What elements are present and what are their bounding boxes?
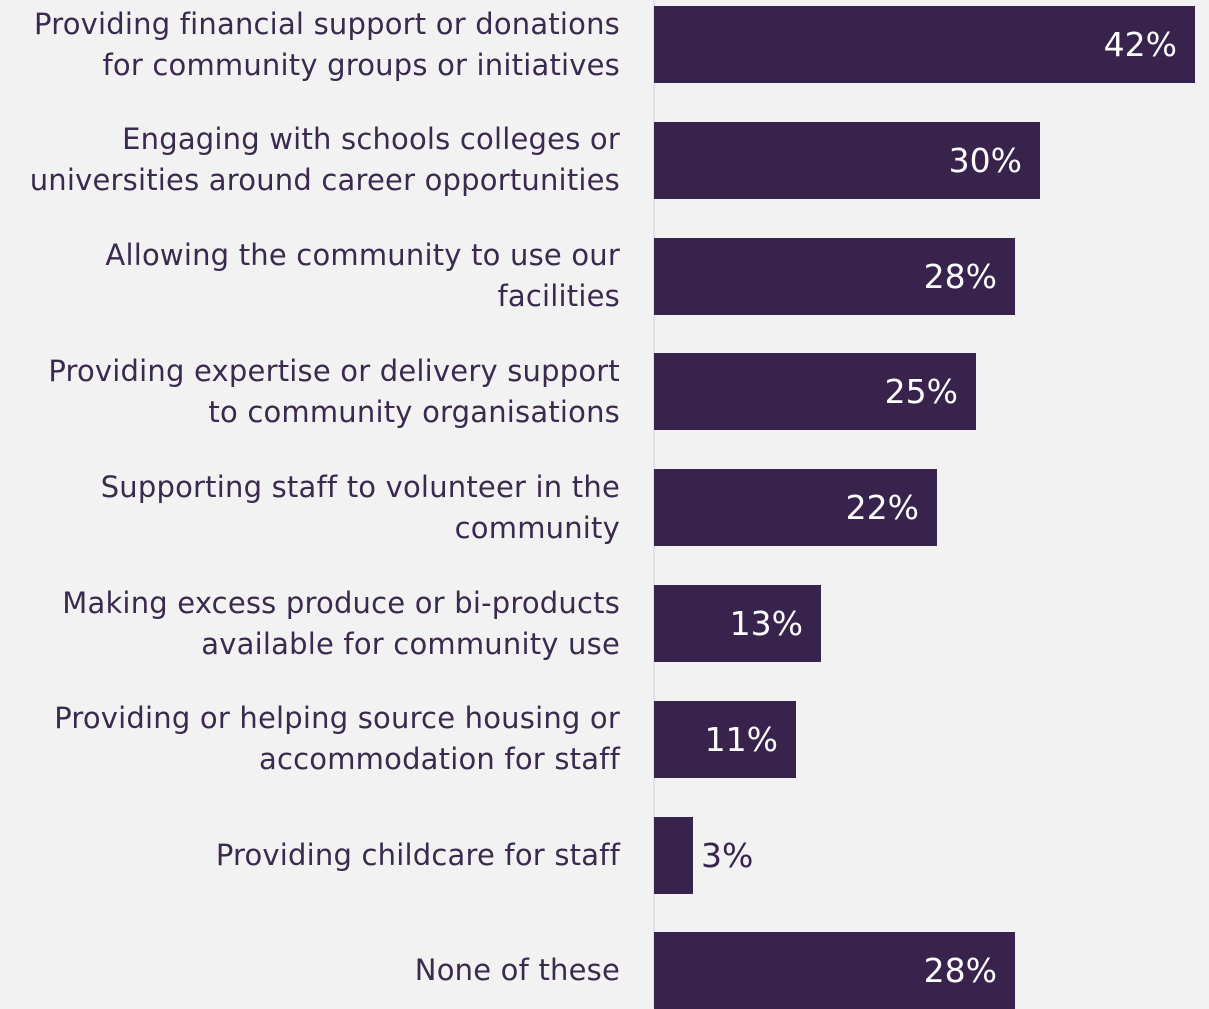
- category-label: Providing or helping source housing or ac…: [0, 701, 620, 778]
- category-label-text: Providing or helping source housing or ac…: [54, 698, 620, 780]
- category-label-line: accommodation for staff: [259, 742, 620, 777]
- category-label: Allowing the community to use our facilit…: [0, 238, 620, 315]
- category-label-line: facilities: [497, 279, 620, 314]
- data-label: 30%: [948, 140, 1022, 180]
- category-label-line: Providing expertise or delivery support: [48, 353, 620, 388]
- bar: [654, 237, 1015, 315]
- category-label: Providing expertise or delivery support t…: [0, 353, 620, 430]
- category-label-text: Providing financial support or donations…: [34, 4, 620, 86]
- category-label-text: Providing childcare for staff: [216, 835, 620, 876]
- category-label: None of these: [0, 932, 620, 1009]
- data-label: 28%: [923, 951, 997, 991]
- category-label-line: to community organisations: [208, 394, 620, 429]
- category-label-line: Allowing the community to use our: [105, 238, 620, 273]
- category-label-line: Making excess produce or bi-products: [62, 585, 620, 620]
- category-label-text: None of these: [415, 950, 620, 991]
- category-label-line: for community groups or initiatives: [102, 47, 620, 82]
- data-label: 42%: [1103, 25, 1177, 64]
- category-label: Making excess produce or bi-products avai…: [0, 585, 620, 662]
- category-label-line: community: [454, 510, 620, 545]
- bar: [654, 700, 796, 778]
- category-label-text: Supporting staff to volunteer in the comm…: [101, 467, 620, 549]
- category-label-text: Allowing the community to use our facilit…: [105, 235, 620, 317]
- category-label-line: available for community use: [201, 626, 620, 661]
- category-label-line: Providing or helping source housing or: [54, 701, 620, 736]
- data-label: 22%: [845, 488, 919, 528]
- category-label: Engaging with schools colleges or univers…: [0, 122, 620, 199]
- category-label-line: Providing financial support or donations: [34, 6, 620, 41]
- bar: [654, 353, 976, 431]
- bar: [654, 585, 821, 662]
- data-label: 13%: [729, 604, 803, 643]
- category-label-text: Engaging with schools colleges or univers…: [30, 119, 620, 201]
- category-label-line: universities around career opportunities: [29, 163, 620, 198]
- bar: [654, 816, 693, 894]
- data-label: 11%: [704, 719, 778, 759]
- category-label-line: Supporting staff to volunteer in the: [100, 469, 620, 504]
- data-label: 25%: [884, 372, 958, 412]
- category-label-text: Making excess produce or bi-products avai…: [62, 583, 620, 665]
- category-label-line: None of these: [414, 953, 620, 988]
- category-label: Supporting staff to volunteer in the comm…: [0, 469, 620, 546]
- category-label-line: Providing childcare for staff: [215, 837, 620, 872]
- bar: [654, 6, 1195, 83]
- category-label-text: Providing expertise or delivery support t…: [48, 351, 620, 433]
- category-label: Providing financial support or donations…: [0, 6, 620, 83]
- bar: [654, 932, 1015, 1009]
- bar: [654, 469, 937, 547]
- category-label-line: Engaging with schools colleges or: [122, 122, 620, 157]
- category-label: Providing childcare for staff: [0, 817, 620, 894]
- data-label: 3%: [701, 835, 754, 875]
- bar: [654, 121, 1040, 199]
- data-label: 28%: [923, 256, 997, 296]
